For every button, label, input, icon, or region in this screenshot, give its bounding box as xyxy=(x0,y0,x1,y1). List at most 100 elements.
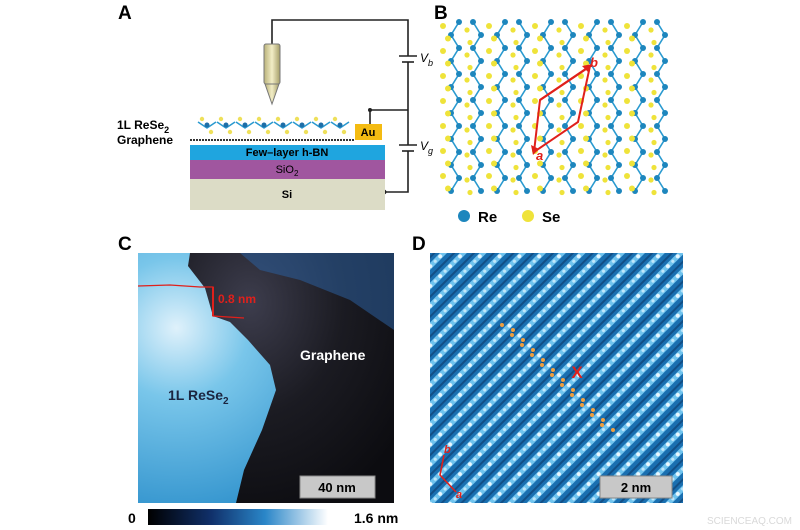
re-atom xyxy=(562,123,568,129)
se-atom xyxy=(605,89,611,96)
re-atom xyxy=(654,149,660,155)
atom xyxy=(570,393,574,397)
panel-label: A xyxy=(118,3,132,24)
vector-label: a xyxy=(456,489,462,501)
atom xyxy=(500,323,504,327)
circuit xyxy=(271,19,417,193)
se-atom xyxy=(629,185,635,192)
se-atom xyxy=(445,35,451,42)
re-atom xyxy=(478,110,484,116)
se-atom xyxy=(467,164,473,171)
re-atom xyxy=(640,45,646,51)
atom xyxy=(560,383,564,387)
se-atom xyxy=(467,64,473,71)
se-atom xyxy=(265,129,271,135)
re-atom xyxy=(470,97,476,103)
re-atom xyxy=(654,45,660,51)
se-atom xyxy=(605,189,611,196)
re-atom xyxy=(478,162,484,168)
re-atom xyxy=(662,58,668,64)
se-atom xyxy=(256,116,262,122)
re-atom xyxy=(640,175,646,181)
atom xyxy=(571,388,575,392)
se-atom xyxy=(510,52,516,58)
se-atom xyxy=(651,89,657,96)
se-atom xyxy=(559,64,565,71)
se-atom xyxy=(464,127,470,133)
se-atom xyxy=(445,135,451,142)
subscript: 2 xyxy=(294,169,299,178)
colorbar xyxy=(148,509,328,525)
atom xyxy=(531,348,535,352)
atom xyxy=(530,353,534,357)
se-atom xyxy=(602,52,608,58)
bond xyxy=(311,121,331,129)
re-atom xyxy=(456,45,462,51)
re-atom xyxy=(478,58,484,64)
se-atom xyxy=(559,164,565,171)
re-atom xyxy=(548,175,554,181)
se-atom xyxy=(440,148,446,154)
re-atom xyxy=(516,149,522,155)
bond xyxy=(292,121,312,129)
re-atom xyxy=(640,97,646,103)
re-atom xyxy=(261,122,267,128)
atom xyxy=(611,428,615,432)
re-atom xyxy=(280,122,286,128)
arrow-head xyxy=(582,64,592,72)
se-atom xyxy=(651,114,657,121)
se-atom xyxy=(445,60,451,67)
re-atom xyxy=(570,110,576,116)
se-atom xyxy=(491,85,497,92)
marker: X xyxy=(571,363,583,382)
se-atom xyxy=(510,177,516,183)
re-atom xyxy=(640,19,646,25)
se-atom xyxy=(556,77,562,83)
se-atom xyxy=(322,129,328,135)
se-atom xyxy=(602,152,608,158)
re-atom xyxy=(223,122,229,128)
se-atom xyxy=(578,173,584,179)
re-atom xyxy=(608,45,614,51)
re-atom xyxy=(608,175,614,181)
re-atom xyxy=(456,123,462,129)
re-atom xyxy=(594,71,600,77)
re-atom xyxy=(608,149,614,155)
re-atom xyxy=(548,71,554,77)
se-atom xyxy=(445,85,451,92)
layer-label: SiO2 xyxy=(276,164,299,178)
subscript: 2 xyxy=(223,396,229,407)
atom xyxy=(520,343,524,347)
re-atom xyxy=(502,19,508,25)
vector-label: b xyxy=(590,55,598,70)
re-atom xyxy=(562,71,568,77)
re-atom xyxy=(318,122,324,128)
se-atom xyxy=(605,114,611,121)
se-atom xyxy=(440,48,446,54)
re-atom xyxy=(608,19,614,25)
se-atom xyxy=(513,164,519,171)
re-atom xyxy=(616,110,622,116)
se-atom xyxy=(467,39,473,46)
atom xyxy=(541,358,545,362)
se-atom xyxy=(602,77,608,83)
legend-label: Se xyxy=(542,209,560,226)
se-atom xyxy=(605,64,611,71)
se-atom xyxy=(440,173,446,179)
se-atom xyxy=(648,177,654,183)
se-atom xyxy=(605,164,611,171)
sio2-layer xyxy=(190,160,385,179)
re-atom xyxy=(524,136,530,142)
se-atom xyxy=(491,35,497,42)
stm-image xyxy=(137,253,394,503)
re-atom xyxy=(662,188,668,194)
se-atom xyxy=(559,139,565,146)
se-atom xyxy=(583,185,589,192)
se-atom xyxy=(602,27,608,33)
se-atom xyxy=(303,129,309,135)
se-atom xyxy=(513,39,519,46)
axis-vectors xyxy=(439,454,457,493)
se-atom xyxy=(629,60,635,67)
se-atom xyxy=(559,189,565,196)
watermark: SCIENCEAQ.COM xyxy=(707,516,792,527)
